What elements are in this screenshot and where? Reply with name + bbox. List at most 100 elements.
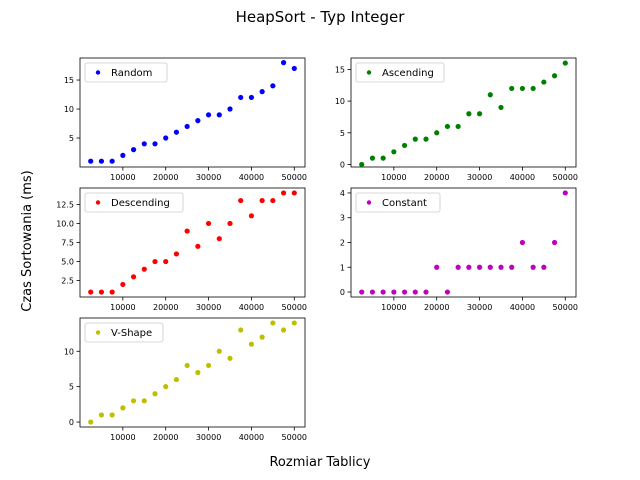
data-point xyxy=(369,155,376,161)
x-tick-label: 20000 xyxy=(153,173,178,182)
data-point xyxy=(216,236,222,242)
x-tick-label: 40000 xyxy=(239,303,264,312)
data-point xyxy=(391,149,397,155)
data-point xyxy=(291,190,297,196)
data-point xyxy=(541,264,547,270)
data-point xyxy=(551,239,558,246)
legend-box xyxy=(355,192,441,213)
y-tick-label: 0 xyxy=(340,160,345,169)
y-tick-label: 2.5 xyxy=(61,277,74,286)
data-point xyxy=(248,341,255,347)
data-point xyxy=(509,85,515,92)
y-tick-label: 5.0 xyxy=(61,258,74,267)
data-point xyxy=(163,258,169,265)
data-point xyxy=(466,111,472,117)
data-point xyxy=(109,158,115,164)
x-tick-label: 10000 xyxy=(110,433,135,442)
data-point xyxy=(184,228,190,234)
y-tick-label: 5 xyxy=(69,134,74,143)
legend-label: Ascending xyxy=(382,68,434,79)
data-point xyxy=(423,136,429,142)
x-tick-label: 30000 xyxy=(196,173,221,182)
legend: Ascending xyxy=(355,62,445,83)
x-tick-label: 30000 xyxy=(196,303,221,312)
data-point xyxy=(227,106,233,112)
x-tick-label: 40000 xyxy=(239,433,264,442)
data-point xyxy=(280,327,287,333)
data-point xyxy=(562,60,568,66)
x-tick-label: 10000 xyxy=(110,173,135,182)
y-tick-label: 7.5 xyxy=(61,239,74,248)
y-tick-label: 3 xyxy=(340,214,345,223)
y-tick-label: 15 xyxy=(64,76,74,85)
data-point xyxy=(412,289,418,295)
y-tick-label: 4 xyxy=(340,189,345,198)
legend-label: Descending xyxy=(111,198,170,209)
legend-label: V-Shape xyxy=(111,328,152,339)
data-point xyxy=(259,334,265,340)
data-point xyxy=(444,289,451,295)
legend-box xyxy=(355,62,445,83)
data-point xyxy=(270,197,276,204)
data-point xyxy=(88,158,94,164)
axes-frame xyxy=(79,57,306,168)
data-point xyxy=(109,412,115,418)
data-point xyxy=(88,419,94,425)
y-tick-label: 1 xyxy=(340,263,345,272)
data-point xyxy=(195,369,201,376)
data-point xyxy=(434,130,440,136)
data-point xyxy=(141,266,147,272)
data-point xyxy=(227,355,233,361)
data-point xyxy=(498,264,504,270)
x-tick-label: 10000 xyxy=(110,303,135,312)
x-tick-label: 10000 xyxy=(381,303,406,312)
x-tick-label: 40000 xyxy=(510,173,535,182)
data-point xyxy=(152,391,158,397)
data-point xyxy=(120,405,126,411)
data-point xyxy=(205,112,212,118)
data-point xyxy=(562,190,568,196)
data-point xyxy=(205,362,212,369)
y-tick-label: 10.0 xyxy=(56,219,74,228)
legend-box xyxy=(84,322,164,343)
legend-box xyxy=(84,62,168,83)
data-point xyxy=(487,264,493,270)
x-tick-label: 30000 xyxy=(196,433,221,442)
data-point xyxy=(455,264,461,270)
data-point xyxy=(141,141,147,147)
data-point xyxy=(270,83,276,89)
x-tick-label: 20000 xyxy=(153,303,178,312)
data-point xyxy=(248,94,255,101)
legend-box xyxy=(84,192,184,213)
figure-title: HeapSort - Typ Integer xyxy=(236,8,406,26)
data-point xyxy=(391,289,397,295)
data-point xyxy=(227,220,233,227)
subplots: 10000 20000 30000 40000 5000051015Random1000… xyxy=(56,57,578,442)
legend-marker xyxy=(366,70,372,75)
data-point xyxy=(152,141,158,147)
legend: Descending xyxy=(84,192,184,213)
x-tick-label: 50000 xyxy=(282,303,307,312)
x-tick-label: 50000 xyxy=(553,173,578,182)
y-tick-label: 0 xyxy=(69,418,74,427)
legend-marker xyxy=(366,200,372,205)
x-tick-label: 20000 xyxy=(153,433,178,442)
subplot-ascending: 10000 20000 30000 40000 50000 0 5 10 15 Ascending xyxy=(335,57,578,182)
data-point xyxy=(184,123,190,130)
data-point xyxy=(216,112,222,118)
data-point xyxy=(130,398,137,404)
data-point xyxy=(530,264,536,270)
data-point xyxy=(423,289,429,295)
y-tick-label: 5 xyxy=(69,383,74,392)
data-point xyxy=(238,197,244,204)
axes-frame xyxy=(350,57,577,168)
x-tick-label: 30000 xyxy=(467,303,492,312)
data-point xyxy=(359,289,365,295)
data-point xyxy=(291,65,297,72)
subplot-random: 10000 20000 30000 40000 50000 5 10 15 Random xyxy=(64,57,307,182)
data-point xyxy=(519,239,526,246)
data-point xyxy=(173,251,180,257)
data-point xyxy=(476,111,483,117)
data-point xyxy=(120,152,126,159)
legend-label: Constant xyxy=(382,198,427,209)
